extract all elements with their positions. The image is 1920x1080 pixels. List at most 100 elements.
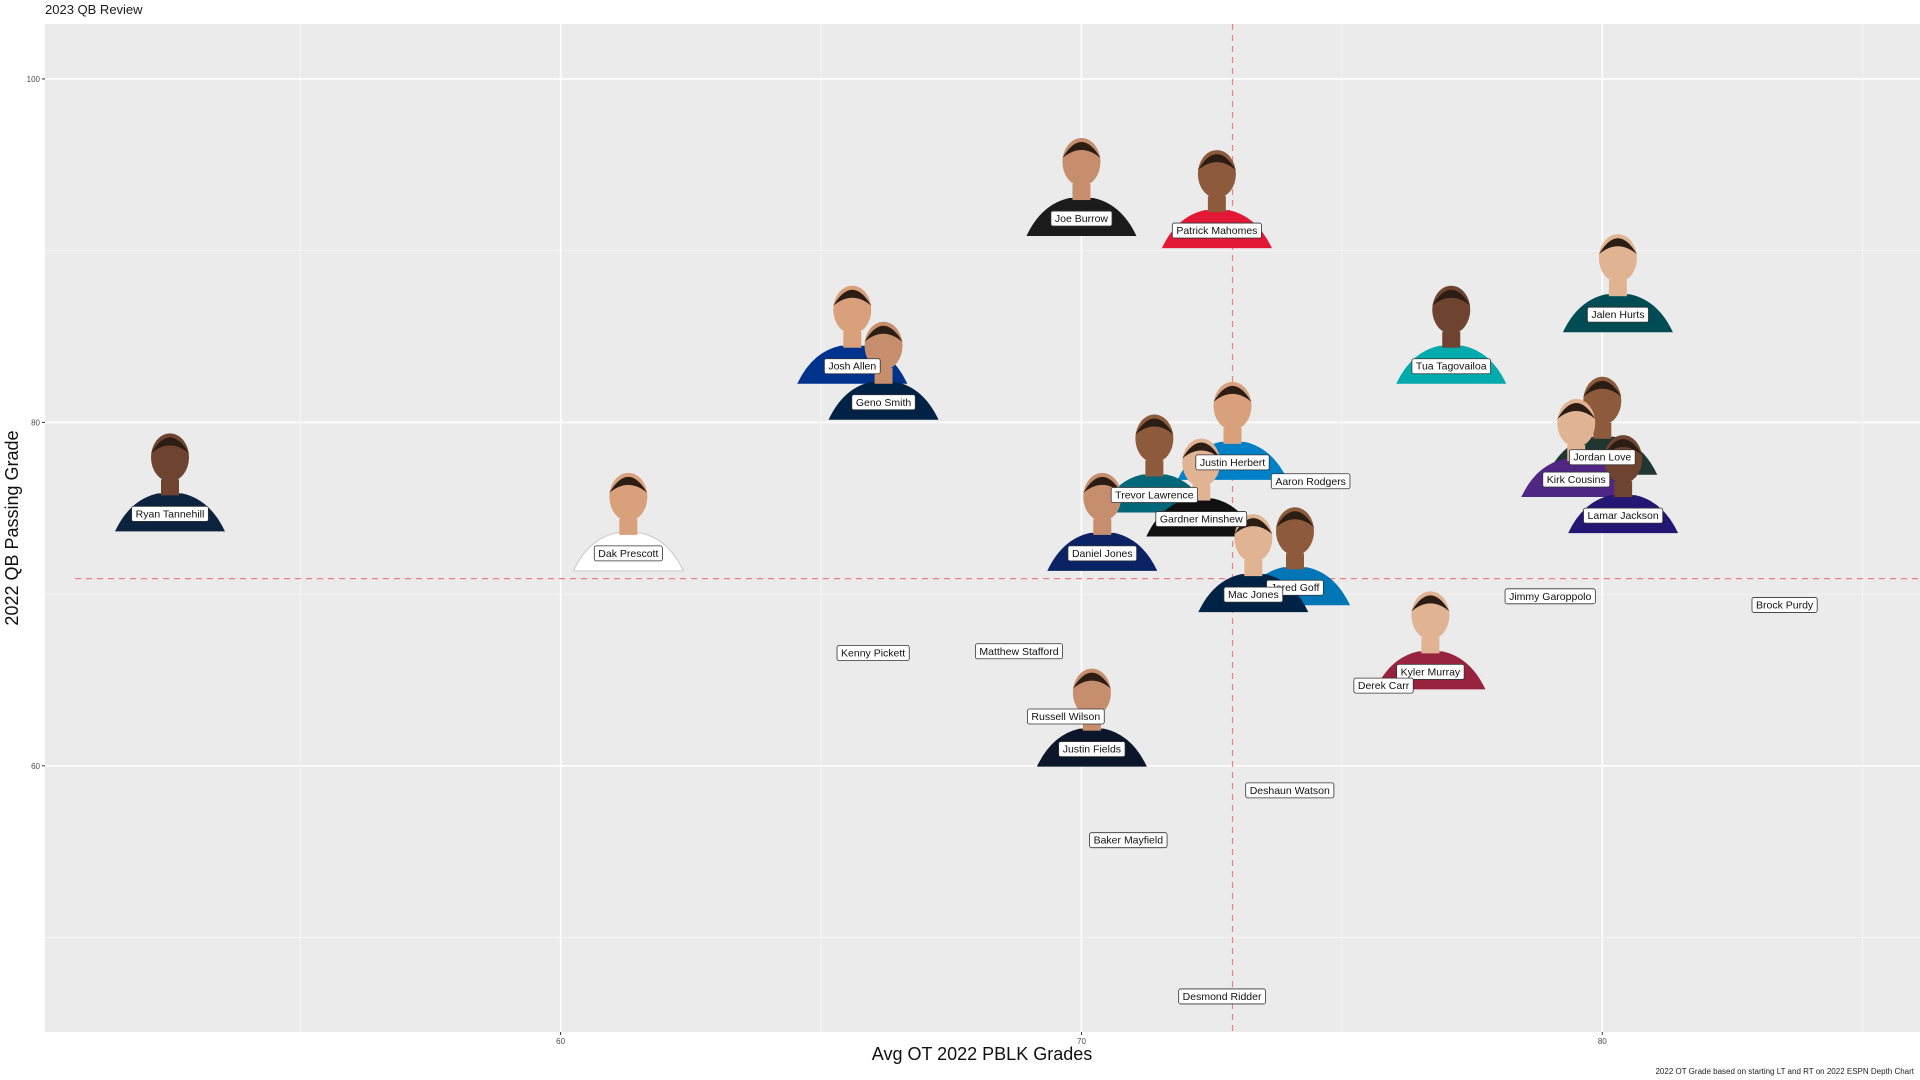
- player-label: Patrick Mahomes: [1171, 222, 1262, 239]
- player-label-text: Daniel Jones: [1072, 548, 1133, 560]
- neck-shape: [1608, 280, 1627, 297]
- y-tick-label: 100: [27, 75, 41, 84]
- neck-shape: [1093, 518, 1112, 535]
- player-label: Jordan Love: [1568, 449, 1636, 466]
- player-label-text: Brock Purdy: [1756, 599, 1814, 611]
- player-label-text: Russell Wilson: [1031, 711, 1100, 723]
- player-label-text: Jordan Love: [1573, 452, 1631, 464]
- player-label-text: Dak Prescott: [598, 548, 658, 560]
- hair-shape: [1135, 418, 1174, 435]
- hair-shape: [609, 476, 648, 493]
- player-label-box: [1751, 597, 1818, 613]
- player-label-box: [823, 358, 881, 375]
- hair-shape: [1197, 154, 1236, 171]
- neck-shape: [1145, 460, 1164, 477]
- player-label: Brock Purdy: [1751, 597, 1818, 613]
- player-label-text: Gardner Minshew: [1160, 514, 1243, 526]
- player-label-text: Justin Herbert: [1200, 457, 1265, 469]
- neck-shape: [1442, 331, 1461, 348]
- player-label: Desmond Ridder: [1178, 988, 1266, 1005]
- player-labels: Joe Burrow Patrick Mahomes Jalen Hurts Tua …: [131, 210, 1818, 1005]
- player-label: Geno Smith: [851, 394, 916, 411]
- hair-shape: [1062, 142, 1101, 159]
- player-label: Derek Carr: [1353, 677, 1414, 694]
- player-label-box: [593, 545, 663, 562]
- player-label-text: Baker Mayfield: [1094, 835, 1164, 847]
- x-tick-label: 80: [1598, 1037, 1607, 1046]
- player-label-box: [131, 506, 209, 522]
- reference-lines: [75, 24, 1920, 1032]
- hair-shape: [1598, 238, 1637, 255]
- chart-caption: 2022 OT Grade based on starting LT and R…: [1655, 1067, 1914, 1076]
- player-label: Ryan Tannehill: [131, 506, 209, 522]
- player-label-text: Trevor Lawrence: [1115, 490, 1194, 502]
- player-label-box: [1027, 708, 1105, 725]
- x-axis-title: Avg OT 2022 PBLK Grades: [872, 1044, 1092, 1064]
- player-label: Lamar Jackson: [1583, 507, 1664, 524]
- player-label-text: Ryan Tannehill: [136, 508, 205, 520]
- player-label-box: [1542, 471, 1611, 488]
- hair-shape: [1276, 511, 1314, 528]
- player-label-box: [1223, 586, 1284, 603]
- player-label-box: [1178, 988, 1266, 1005]
- player-label-text: Mac Jones: [1228, 589, 1279, 601]
- player-label: Baker Mayfield: [1089, 832, 1168, 849]
- player-label: Jalen Hurts: [1586, 306, 1649, 323]
- player-label-box: [1504, 588, 1596, 605]
- axis-ticks: 60 70 80 60 80 100: [27, 75, 1608, 1046]
- player-label: Matthew Stafford: [974, 643, 1063, 660]
- player-label-box: [1195, 454, 1270, 471]
- neck-shape: [1593, 422, 1612, 439]
- player-label-text: Geno Smith: [856, 397, 912, 409]
- player-label-box: [1568, 449, 1636, 466]
- hair-shape: [833, 289, 872, 306]
- player-label: Russell Wilson: [1027, 708, 1105, 725]
- player-label-box: [1586, 306, 1649, 323]
- player-label: Gardner Minshew: [1155, 511, 1248, 527]
- player-label-text: Deshaun Watson: [1250, 785, 1330, 797]
- y-tick-label: 80: [31, 418, 40, 427]
- neck-shape: [1244, 560, 1263, 577]
- player-label-text: Kenny Pickett: [841, 647, 905, 659]
- player-label-box: [1089, 832, 1168, 849]
- x-tick-label: 70: [1077, 1037, 1086, 1046]
- player-label-text: Tua Tagovailoa: [1416, 361, 1487, 373]
- player-label-box: [1171, 222, 1262, 239]
- player-label-box: [1583, 507, 1664, 524]
- player-label: Josh Allen: [823, 358, 881, 375]
- neck-shape: [619, 518, 638, 535]
- player-label-box: [1245, 782, 1335, 799]
- player-label-text: Kyler Murray: [1401, 666, 1461, 678]
- player-label: Daniel Jones: [1067, 545, 1138, 562]
- hair-shape: [1411, 595, 1450, 612]
- player-label: Joe Burrow: [1050, 210, 1113, 227]
- y-axis-title: 2022 QB Passing Grade: [2, 430, 22, 625]
- player-label: Deshaun Watson: [1245, 782, 1335, 799]
- player-label-box: [851, 394, 916, 411]
- hair-shape: [1072, 672, 1111, 689]
- neck-shape: [161, 479, 179, 496]
- player-label-box: [1270, 473, 1351, 490]
- player-label-box: [1110, 487, 1198, 503]
- player-label-box: [1396, 663, 1465, 680]
- hair-shape: [1213, 385, 1252, 402]
- hair-shape: [1583, 380, 1622, 397]
- player-label-text: Lamar Jackson: [1588, 510, 1659, 522]
- player-label: Aaron Rodgers: [1270, 473, 1351, 490]
- player-label-box: [1050, 210, 1113, 227]
- player-label: Mac Jones: [1223, 586, 1284, 603]
- player-label-text: Justin Fields: [1063, 744, 1121, 756]
- neck-shape: [1421, 637, 1440, 654]
- player-label-text: Jalen Hurts: [1591, 309, 1644, 321]
- player-label-text: Jimmy Garoppolo: [1509, 591, 1591, 603]
- player-label: Kenny Pickett: [836, 645, 910, 661]
- y-tick-label: 60: [31, 762, 40, 771]
- player-label-text: Aaron Rodgers: [1275, 476, 1346, 488]
- neck-shape: [843, 331, 862, 348]
- player-label: Trevor Lawrence: [1110, 487, 1198, 503]
- player-label-box: [1058, 741, 1126, 758]
- player-label-text: Matthew Stafford: [979, 646, 1058, 658]
- player-label-box: [836, 645, 910, 661]
- hair-shape: [864, 325, 903, 342]
